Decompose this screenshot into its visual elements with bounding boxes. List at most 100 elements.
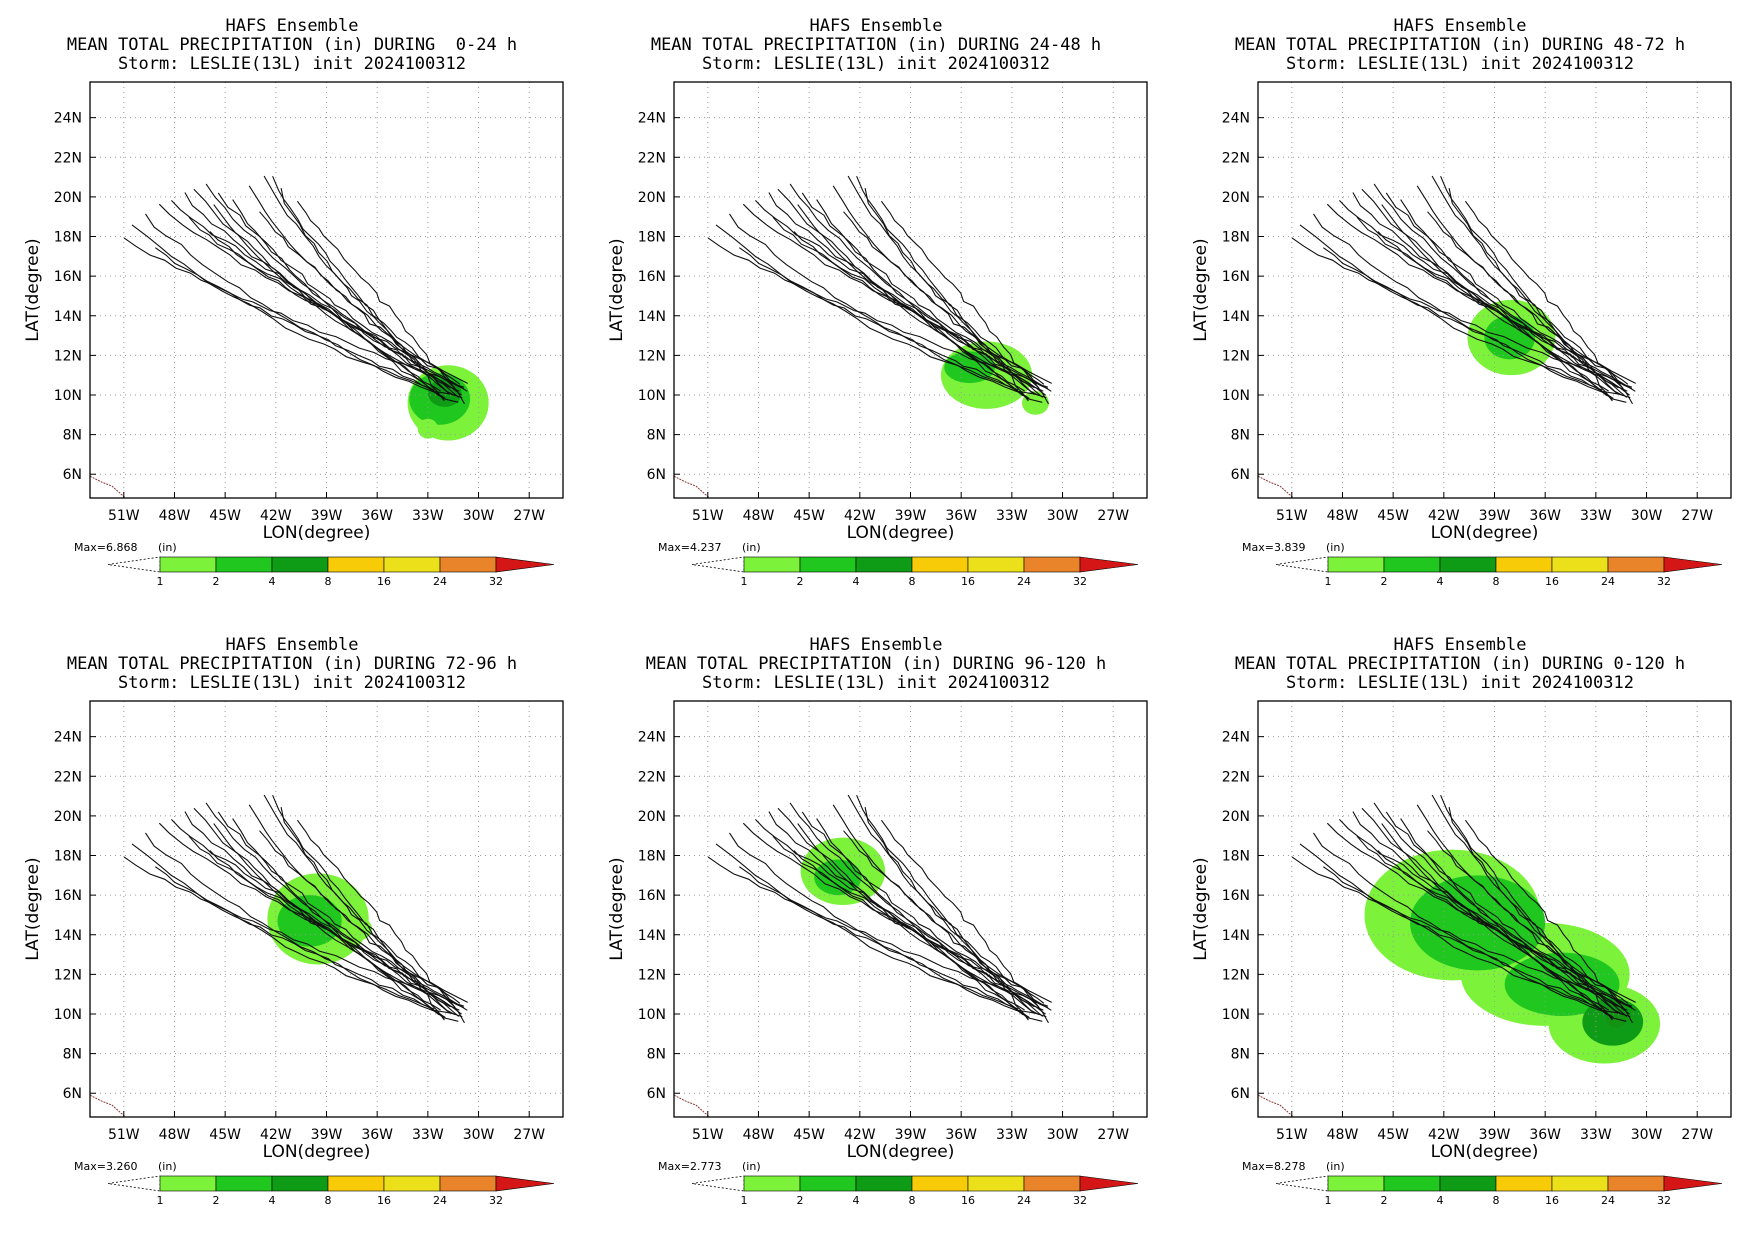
lat-tick-label: 10N: [54, 388, 82, 404]
track-line: [880, 200, 1049, 405]
lat-tick-label: 14N: [54, 928, 82, 944]
lat-tick-label: 18N: [54, 849, 82, 865]
colorbar-level-label: 2: [797, 575, 804, 588]
lon-tick-label: 39W: [311, 1127, 343, 1143]
lat-tick-label: 14N: [638, 309, 666, 325]
lon-tick-label: 30W: [463, 508, 495, 524]
colorbar-segment: [439, 556, 497, 573]
y-axis-label: LAT(degree): [1191, 857, 1211, 960]
lon-tick-label: 45W: [1377, 1127, 1409, 1143]
lon-tick-label: 27W: [1681, 508, 1713, 524]
ensemble-tracks: [707, 794, 1052, 1024]
colorbar-segment: [271, 556, 329, 573]
max-value-label: Max=6.868: [74, 541, 137, 554]
track-line: [1339, 819, 1619, 1014]
colorbar-over: [495, 556, 555, 573]
track-line: [1400, 199, 1609, 392]
lon-tick-label: 33W: [1580, 508, 1612, 524]
track-line: [123, 237, 465, 388]
colorbar-segment: [911, 1175, 969, 1192]
colorbar-over: [1663, 1175, 1723, 1192]
lon-tick-label: 45W: [209, 1127, 241, 1143]
ensemble-tracks: [1291, 794, 1636, 1024]
lat-tick-label: 12N: [54, 348, 82, 364]
precip-map: 51W 48W 45W 42W 39W 36W 33W 30W 27W 6N 8N 10N 12N 14N…: [23, 700, 564, 1207]
colorbar-level-label: 32: [1657, 575, 1671, 588]
panel-storm-line: Storm: LESLIE(13L) init 2024100312: [118, 54, 466, 74]
lon-tick-label: 30W: [463, 1127, 495, 1143]
lat-tick-label: 18N: [1222, 230, 1250, 246]
lat-tick-label: 20N: [638, 809, 666, 825]
colorbar-level-label: 1: [157, 575, 164, 588]
colorbar-segment: [743, 1175, 801, 1192]
unit-label: (in): [158, 1160, 177, 1173]
x-axis-label: LON(degree): [847, 523, 955, 543]
lat-tick-label: 6N: [647, 1086, 666, 1102]
panel-subtitle: MEAN TOTAL PRECIPITATION (in) DURING 48-…: [1234, 35, 1686, 55]
colorbar-segment: [439, 1175, 497, 1192]
lat-tick-label: 22N: [54, 150, 82, 166]
x-axis-label: LON(degree): [1431, 523, 1539, 543]
lon-tick-label: 39W: [895, 1127, 927, 1143]
track-line: [188, 835, 451, 1008]
coastline: [89, 1094, 126, 1118]
colorbar-segment: [1495, 556, 1553, 573]
panel-storm-line: Storm: LESLIE(13L) init 2024100312: [702, 54, 1050, 74]
map-area: [674, 701, 1147, 1117]
panel-storm-line: Storm: LESLIE(13L) init 2024100312: [1286, 673, 1634, 693]
colorbar-level-label: 32: [1073, 575, 1087, 588]
panel-24-48h: 51W 48W 45W 42W 39W 36W 33W 30W 27W 6N 8N 10N 12N 14N…: [584, 0, 1168, 619]
colorbar-segment: [1607, 1175, 1665, 1192]
track-line: [816, 199, 1025, 392]
unit-label: (in): [158, 541, 177, 554]
colorbar-level-label: 1: [741, 1194, 748, 1207]
track-line: [1361, 188, 1628, 392]
track-line: [1377, 850, 1633, 1009]
track-line: [755, 200, 1035, 395]
track-line: [1326, 822, 1636, 1003]
colorbar-level-label: 16: [1545, 1194, 1559, 1207]
lat-tick-label: 16N: [1222, 888, 1250, 904]
track-line: [158, 822, 468, 1003]
colorbar-level-label: 1: [1325, 575, 1332, 588]
lat-tick-label: 24N: [54, 730, 82, 746]
colorbar-segment: [383, 556, 441, 573]
colorbar-over: [1079, 1175, 1139, 1192]
track-line: [232, 818, 441, 1011]
lon-tick-label: 27W: [513, 1127, 545, 1143]
lon-tick-label: 39W: [1479, 508, 1511, 524]
y-axis-label: LAT(degree): [23, 238, 43, 341]
lat-tick-label: 8N: [63, 428, 82, 444]
track-line: [1400, 818, 1609, 1011]
lon-tick-label: 42W: [260, 508, 292, 524]
lat-tick-label: 6N: [63, 467, 82, 483]
lat-tick-label: 18N: [638, 230, 666, 246]
colorbar-segment: [1023, 556, 1081, 573]
colorbar-level-label: 4: [269, 1194, 276, 1207]
track-line: [193, 188, 460, 392]
colorbar-over: [1663, 556, 1723, 573]
lon-tick-label: 39W: [1479, 1127, 1511, 1143]
lon-tick-label: 42W: [1428, 508, 1460, 524]
lat-tick-label: 20N: [1222, 809, 1250, 825]
y-axis-label: LAT(degree): [607, 238, 627, 341]
lat-tick-label: 8N: [63, 1047, 82, 1063]
lon-tick-label: 48W: [1327, 1127, 1359, 1143]
colorbar-under: [691, 556, 745, 573]
track-line: [1427, 211, 1628, 398]
lon-tick-label: 30W: [1631, 1127, 1663, 1143]
ensemble-tracks: [123, 175, 468, 405]
lat-tick-label: 14N: [1222, 309, 1250, 325]
lon-tick-label: 48W: [743, 1127, 775, 1143]
track-line: [232, 199, 441, 392]
lat-tick-label: 6N: [63, 1086, 82, 1102]
track-line: [793, 231, 1049, 390]
coastline: [1257, 475, 1294, 499]
track-line: [1291, 856, 1633, 1007]
lat-tick-label: 18N: [638, 849, 666, 865]
y-axis-label: LAT(degree): [1191, 238, 1211, 341]
colorbar-segment: [911, 556, 969, 573]
lon-tick-label: 33W: [412, 508, 444, 524]
colorbar-level-label: 2: [1381, 1194, 1388, 1207]
